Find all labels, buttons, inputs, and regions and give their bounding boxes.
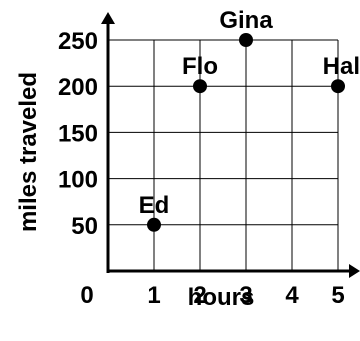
x-tick-label: 3 [239,282,252,309]
point-label-hal: Hal [323,53,360,80]
point-label-ed: Ed [139,192,170,219]
y-axis-title: miles traveled [15,72,42,232]
x-tick-label: 4 [285,282,299,309]
y-tick-label: 200 [58,74,98,101]
y-tick-label: 50 [71,213,98,240]
point-label-flo: Flo [182,53,218,80]
y-axis-arrow [101,12,115,24]
data-point-ed [147,217,161,232]
data-point-hal [331,79,345,94]
x-tick-label: 5 [331,282,344,309]
data-point-flo [193,79,207,94]
grid [108,39,339,271]
x-tick-label: 2 [193,282,206,309]
x-tick-label: 1 [147,282,160,309]
axes [101,12,360,278]
y-tick-label: 250 [58,28,98,55]
data-point-gina [239,33,253,47]
tick-labels: 0 1 2 3 4 5 50 100 150 200 250 [58,28,345,309]
y-tick-label: 150 [58,120,98,147]
y-tick-label: 100 [58,167,98,194]
x-tick-label: 0 [80,282,93,309]
point-label-gina: Gina [219,7,273,34]
x-axis-arrow [349,264,360,278]
x-axis-title: hours [188,284,255,311]
